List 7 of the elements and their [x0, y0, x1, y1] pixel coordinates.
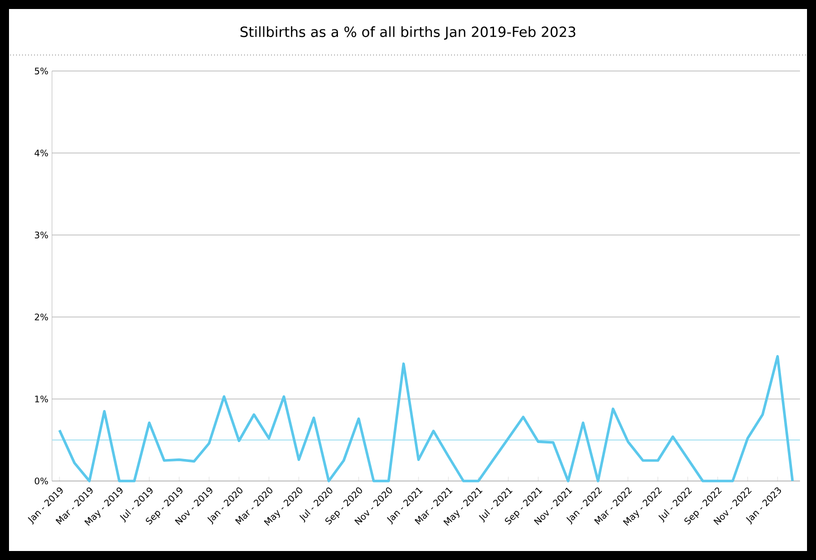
y-tick-label: 2% — [34, 314, 48, 320]
y-tick-label: 4% — [34, 150, 48, 156]
y-tick-label: 5% — [34, 68, 48, 74]
chart-title: Stillbirths as a % of all births Jan 2019-Feb 2023 — [240, 26, 576, 40]
y-tick-label: 3% — [34, 232, 48, 238]
y-tick-label: 0% — [34, 478, 48, 484]
y-tick-label: 1% — [35, 396, 48, 402]
